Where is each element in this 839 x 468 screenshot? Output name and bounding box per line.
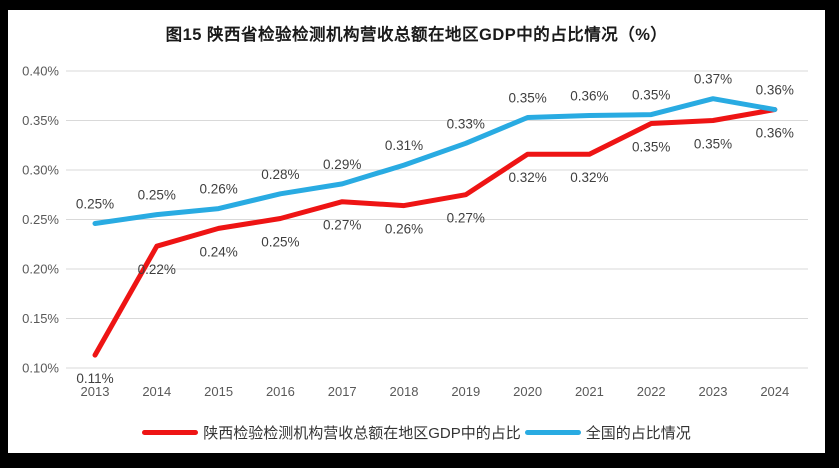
- data-label: 0.29%: [323, 157, 361, 172]
- y-axis-tick-label: 0.15%: [22, 311, 59, 326]
- chart-title: 图15 陕西省检验检测机构营收总额在地区GDP中的占比情况（%）: [165, 26, 668, 44]
- data-label: 0.27%: [323, 218, 361, 233]
- data-label: 0.26%: [199, 182, 237, 197]
- data-label: 0.35%: [694, 137, 732, 152]
- y-axis-tick-label: 0.30%: [22, 163, 59, 178]
- data-label: 0.37%: [694, 72, 732, 87]
- line-chart: 0.10% 0.15% 0.20% 0.25% 0.30% 0.35% 0.40% 2013 2…: [22, 64, 808, 399]
- data-label: 0.36%: [756, 83, 794, 98]
- x-axis-tick-label: 2022: [637, 384, 666, 399]
- series-line-0: [92, 107, 778, 358]
- y-axis-tick-label: 0.40%: [22, 64, 59, 79]
- data-label: 0.35%: [508, 91, 546, 106]
- legend-swatch-icon: [524, 430, 581, 435]
- x-axis-tick-label: 2024: [760, 384, 789, 399]
- data-label: 0.25%: [138, 188, 176, 203]
- data-label: 0.24%: [199, 244, 237, 259]
- data-label: 0.32%: [570, 170, 608, 185]
- y-axis-tick-label: 0.10%: [22, 361, 59, 376]
- legend-label: 陕西检验检测机构营收总额在地区GDP中的占比: [203, 425, 521, 442]
- y-axis-tick-label: 0.20%: [22, 262, 59, 277]
- legend-item-0: 陕西检验检测机构营收总额在地区GDP中的占比: [142, 422, 521, 443]
- data-label: 0.25%: [76, 197, 114, 212]
- data-label: 0.32%: [508, 170, 546, 185]
- legend: 陕西检验检测机构营收总额在地区GDP中的占比 全国的占比情况: [8, 422, 825, 443]
- data-label: 0.36%: [756, 126, 794, 141]
- x-axis-tick-label: 2019: [451, 384, 480, 399]
- x-axis-tick-label: 2015: [204, 384, 233, 399]
- chart-panel: 0.10% 0.15% 0.20% 0.25% 0.30% 0.35% 0.40% 2013 2…: [8, 10, 825, 453]
- series-line-1: [92, 96, 778, 226]
- data-label: 0.28%: [261, 167, 299, 182]
- x-axis-tick-label: 2016: [266, 384, 295, 399]
- x-axis-tick-label: 2017: [328, 384, 357, 399]
- x-axis-tick-label: 2014: [142, 384, 171, 399]
- x-axis-tick-label: 2021: [575, 384, 604, 399]
- y-axis-tick-label: 0.25%: [22, 212, 59, 227]
- data-label: 0.33%: [447, 116, 485, 131]
- x-axis-tick-label: 2018: [390, 384, 419, 399]
- legend-item-1: 全国的占比情况: [524, 422, 691, 443]
- legend-swatch-icon: [142, 430, 199, 435]
- legend-label: 全国的占比情况: [585, 425, 691, 442]
- x-axis-tick-label: 2013: [81, 384, 110, 399]
- data-label: 0.35%: [632, 88, 670, 103]
- data-label: 0.36%: [570, 89, 608, 104]
- data-label: 0.27%: [447, 211, 485, 226]
- x-axis-tick-label: 2023: [699, 384, 728, 399]
- data-label: 0.25%: [261, 235, 299, 250]
- x-axis-tick-label: 2020: [513, 384, 542, 399]
- data-label: 0.22%: [138, 262, 176, 277]
- data-label: 0.35%: [632, 140, 670, 155]
- data-label: 0.11%: [76, 371, 113, 386]
- data-label: 0.31%: [385, 138, 423, 153]
- y-axis-tick-label: 0.35%: [22, 113, 59, 128]
- data-label: 0.26%: [385, 222, 423, 237]
